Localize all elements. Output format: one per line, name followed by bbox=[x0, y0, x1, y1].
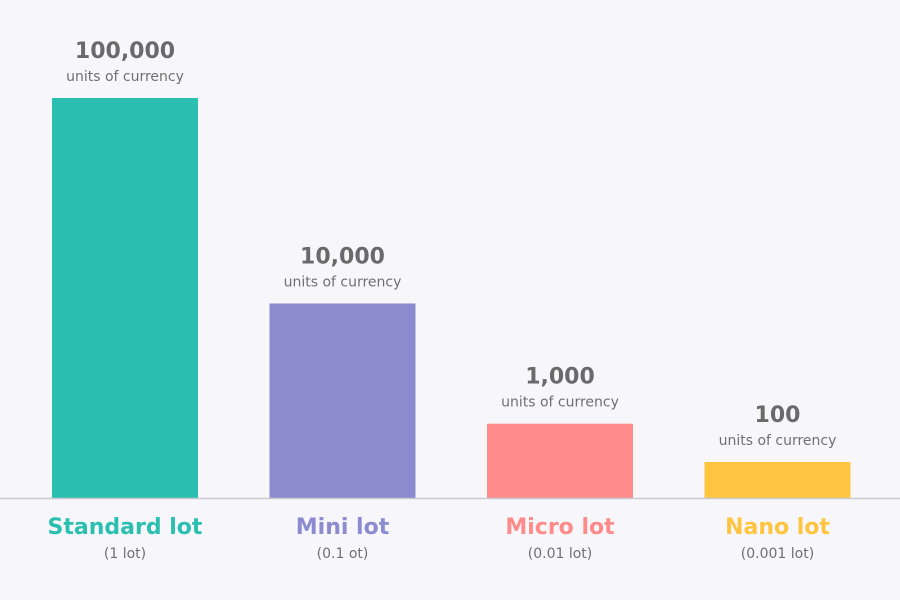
units-label: units of currency bbox=[284, 274, 402, 290]
value-label: 10,000 bbox=[300, 244, 385, 269]
category-sublabel: (0.1 ot) bbox=[317, 546, 369, 562]
units-label: units of currency bbox=[501, 395, 619, 411]
bar-mini-lot bbox=[269, 303, 416, 498]
units-label: units of currency bbox=[66, 69, 184, 85]
bar-micro-lot bbox=[487, 423, 633, 498]
value-label: 100 bbox=[755, 403, 801, 428]
category-sublabel: (0.001 lot) bbox=[741, 546, 814, 562]
value-label: 1,000 bbox=[525, 365, 595, 390]
value-label: 100,000 bbox=[75, 39, 175, 64]
units-label: units of currency bbox=[719, 433, 837, 449]
bar-nano-lot bbox=[704, 462, 851, 498]
bar-standard-lot bbox=[52, 98, 198, 498]
category-label: Nano lot bbox=[725, 515, 830, 540]
category-sublabel: (1 lot) bbox=[104, 546, 146, 562]
category-label: Micro lot bbox=[505, 515, 615, 540]
category-label: Standard lot bbox=[48, 515, 203, 540]
category-label: Mini lot bbox=[296, 515, 390, 540]
bars-group bbox=[52, 98, 851, 498]
category-sublabel: (0.01 lot) bbox=[528, 546, 593, 562]
labels-group: 100,000 units of currency Standard lot (1 l… bbox=[48, 39, 837, 562]
